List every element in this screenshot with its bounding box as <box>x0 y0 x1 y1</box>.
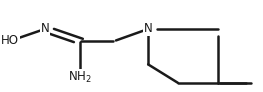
Text: N: N <box>41 22 49 36</box>
Text: NH$_2$: NH$_2$ <box>68 70 92 85</box>
Text: N: N <box>144 22 153 36</box>
Text: HO: HO <box>1 34 19 47</box>
